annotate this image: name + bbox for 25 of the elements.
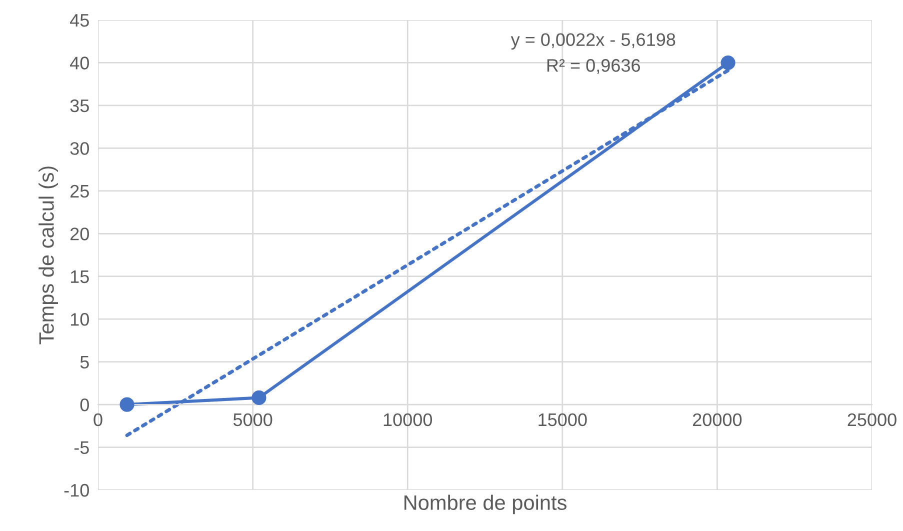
annotation: y = 0,0022x - 5,6198: [510, 33, 676, 50]
y-tick-label: 35: [70, 99, 89, 112]
x-tick-label: 25000: [848, 413, 896, 426]
x-tick-label: 20000: [693, 413, 742, 426]
point: [120, 397, 134, 412]
y-axis-title: Temps de calcul (s): [38, 166, 58, 344]
y-tick-label: 40: [70, 56, 89, 70]
y-tick-label: 5: [80, 356, 89, 369]
y-tick-label: 25: [70, 184, 89, 198]
y-tick-label: 45: [70, 14, 89, 27]
y-tick-label: 10: [70, 313, 89, 326]
y-tick-label: 30: [70, 142, 89, 155]
x-axis-title: Nombre de points: [404, 494, 566, 514]
y-tick-label: -5: [74, 441, 89, 454]
y-tick-label: 15: [70, 270, 89, 284]
point: [252, 390, 266, 405]
x-tick-label: 0: [94, 413, 102, 426]
point: [720, 55, 736, 70]
x-tick-label: 15000: [538, 413, 587, 426]
annotation: R² = 0,9636: [547, 59, 640, 74]
y-tick-label: 20: [70, 228, 89, 240]
y-tick-label: 0: [80, 398, 89, 412]
x-tick-label: 5000: [233, 413, 272, 426]
y-tick-label: -10: [64, 484, 89, 497]
x-tick-label: 10000: [384, 413, 432, 426]
